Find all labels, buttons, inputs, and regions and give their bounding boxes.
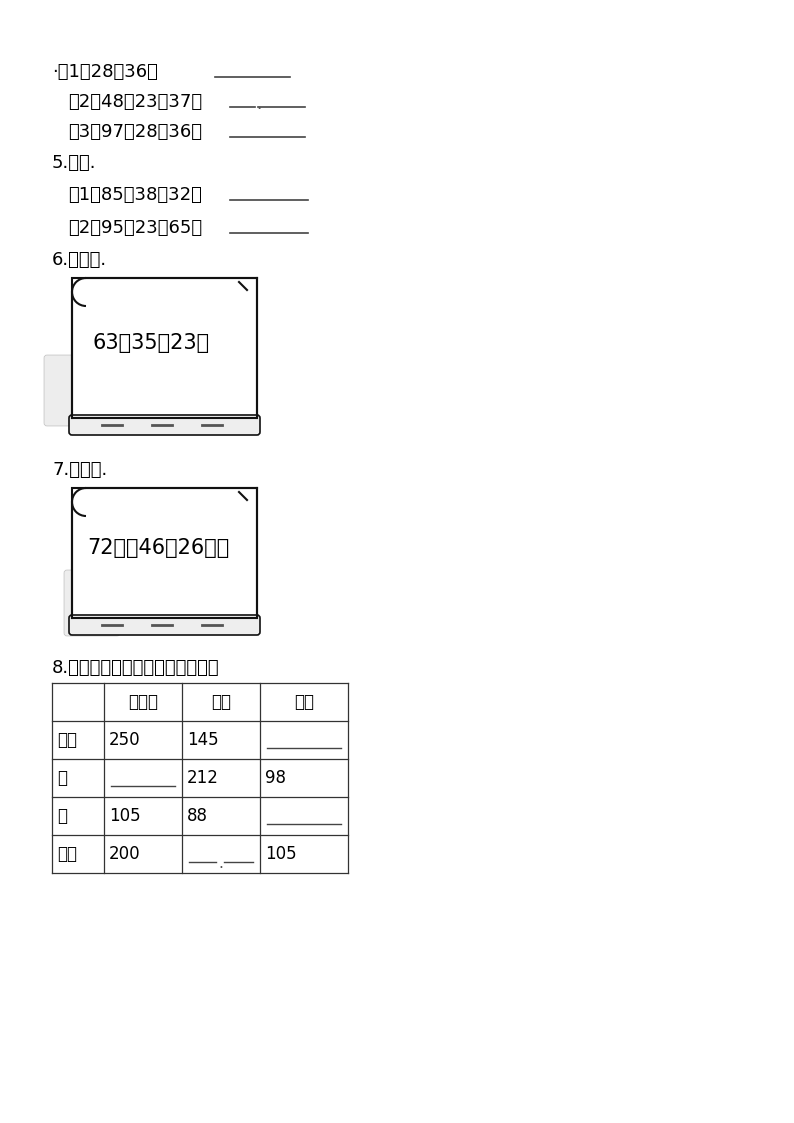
Text: 250: 250 <box>109 731 141 749</box>
Text: 5.计算.: 5.计算. <box>52 154 97 172</box>
FancyBboxPatch shape <box>44 355 100 426</box>
Text: .: . <box>256 95 261 113</box>
Text: 105: 105 <box>109 807 141 825</box>
Text: 总数量: 总数量 <box>128 693 158 711</box>
Text: 还剩: 还剩 <box>294 693 314 711</box>
Text: 212: 212 <box>187 769 219 787</box>
Text: 橘子: 橘子 <box>57 844 77 862</box>
Text: ·（1）28＋36＝: ·（1）28＋36＝ <box>52 63 158 81</box>
Text: 8.想一想，填一填。（单位：个）: 8.想一想，填一填。（单位：个） <box>52 659 220 677</box>
Text: （3）97－28－36＝: （3）97－28－36＝ <box>68 124 202 141</box>
Text: 145: 145 <box>187 731 218 749</box>
FancyBboxPatch shape <box>69 416 260 435</box>
Text: 6.算一算.: 6.算一算. <box>52 252 107 270</box>
Text: 苹果: 苹果 <box>57 731 77 749</box>
Text: 卖出: 卖出 <box>211 693 231 711</box>
FancyBboxPatch shape <box>72 489 257 618</box>
Text: 63－35＋23＝: 63－35＋23＝ <box>92 334 209 353</box>
Text: 105: 105 <box>265 844 297 862</box>
Text: （2）48－23＋37＝: （2）48－23＋37＝ <box>68 93 202 111</box>
Text: 72＋（46－26）＝: 72＋（46－26）＝ <box>87 538 229 558</box>
Text: .: . <box>218 857 223 871</box>
Text: （2）95－23－65＝: （2）95－23－65＝ <box>68 219 202 237</box>
Text: 98: 98 <box>265 769 286 787</box>
Text: 88: 88 <box>187 807 208 825</box>
Text: 桃: 桃 <box>57 807 67 825</box>
Text: 200: 200 <box>109 844 141 862</box>
FancyBboxPatch shape <box>64 570 120 636</box>
Text: 梨: 梨 <box>57 769 67 787</box>
FancyBboxPatch shape <box>69 615 260 634</box>
Text: （1）85－38＋32＝: （1）85－38＋32＝ <box>68 186 202 204</box>
Text: 7.算一算.: 7.算一算. <box>52 462 107 480</box>
FancyBboxPatch shape <box>72 279 257 418</box>
